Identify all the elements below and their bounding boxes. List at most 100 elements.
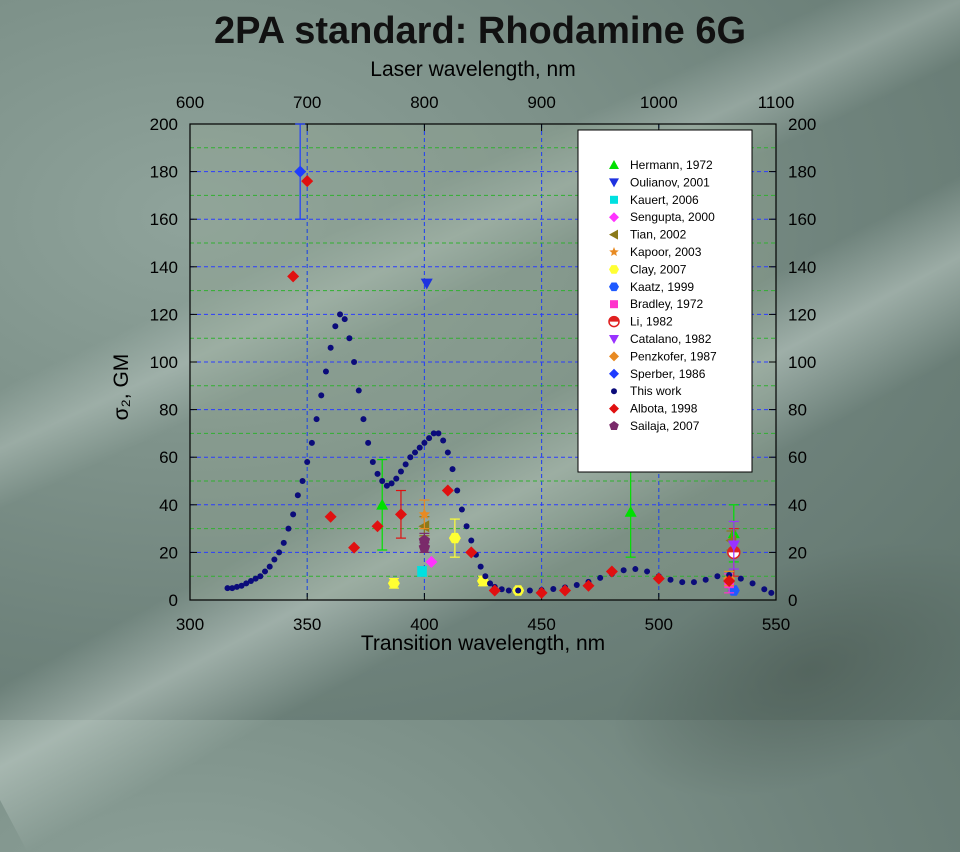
legend-marker xyxy=(609,265,619,274)
data-point xyxy=(482,573,489,580)
data-point xyxy=(393,475,400,482)
legend-label: Catalano, 1982 xyxy=(630,332,712,346)
chart: 300 350 400 450 500 550 600 700 800 900 1000 1100 0 0… xyxy=(110,58,816,655)
y2-tick-label: 60 xyxy=(788,448,807,467)
data-point xyxy=(224,585,231,592)
legend-marker xyxy=(609,282,619,292)
legend-item: This work xyxy=(611,384,682,398)
data-point xyxy=(247,577,254,584)
legend-label: Hermann, 1972 xyxy=(630,158,713,172)
series-sailaja-2007 xyxy=(418,532,431,554)
y2-tick-label: 0 xyxy=(788,591,797,610)
x-axis-title: Transition wavelength, nm xyxy=(361,632,605,655)
data-point xyxy=(252,575,259,582)
data-point xyxy=(337,311,344,318)
series-sengupta-2000 xyxy=(425,555,438,568)
data-point xyxy=(418,508,431,520)
data-point xyxy=(505,587,512,594)
data-point xyxy=(418,541,431,553)
data-point xyxy=(294,165,307,178)
data-point xyxy=(327,344,334,351)
data-point xyxy=(233,583,240,590)
data-point xyxy=(394,508,407,521)
legend-item: Sperber, 1986 xyxy=(609,367,706,381)
data-point xyxy=(723,574,736,587)
x-tick-label: 450 xyxy=(527,615,555,634)
data-point xyxy=(463,523,470,530)
y-tick-label: 100 xyxy=(150,353,178,372)
data-point xyxy=(322,368,329,375)
data-point xyxy=(243,580,250,587)
y-tick-label: 80 xyxy=(159,401,178,420)
data-point xyxy=(487,580,494,587)
y-tick-label: 60 xyxy=(159,448,178,467)
data-point xyxy=(468,537,475,544)
legend-label: Tian, 2002 xyxy=(630,228,687,242)
legend-item: Hermann, 1972 xyxy=(609,158,713,172)
legend-item: Catalano, 1982 xyxy=(609,332,712,346)
data-point xyxy=(632,566,639,573)
y2-tick-label: 180 xyxy=(788,163,816,182)
data-point xyxy=(605,565,618,578)
data-point xyxy=(454,487,461,494)
legend-marker xyxy=(609,316,619,322)
legend-label: Sperber, 1986 xyxy=(630,367,706,381)
data-point xyxy=(624,505,637,517)
x2-tick-label: 600 xyxy=(176,93,204,112)
data-point xyxy=(535,586,548,599)
y2-tick-label: 160 xyxy=(788,210,816,229)
data-point xyxy=(644,568,651,575)
data-point xyxy=(573,582,580,589)
data-point xyxy=(371,520,384,533)
data-point xyxy=(768,589,775,596)
data-point xyxy=(294,492,301,499)
legend-marker xyxy=(609,247,619,256)
legend-label: Kaatz, 1999 xyxy=(630,280,694,294)
y-tick-label: 200 xyxy=(150,115,178,134)
data-point xyxy=(388,480,395,487)
data-point xyxy=(417,566,427,577)
x2-tick-label: 1000 xyxy=(640,93,678,112)
data-point xyxy=(526,587,533,594)
data-point xyxy=(582,579,595,592)
x2-tick-label: 1100 xyxy=(758,93,795,112)
data-point xyxy=(276,549,283,556)
data-point xyxy=(308,439,315,446)
x-tick-label: 500 xyxy=(645,615,673,634)
series-albota-1998 xyxy=(287,175,736,599)
legend-item: Albota, 1998 xyxy=(609,402,698,416)
x2-axis-title: Laser wavelength, nm xyxy=(370,58,575,81)
data-point xyxy=(301,175,314,188)
y-tick-label: 0 xyxy=(169,591,178,610)
y2-tick-label: 120 xyxy=(788,305,816,324)
data-point xyxy=(420,278,433,290)
data-point xyxy=(374,470,381,477)
data-point xyxy=(440,437,447,444)
series-kapoor-2003 xyxy=(418,499,431,530)
data-point xyxy=(360,416,367,423)
legend-item: Penzkofer, 1987 xyxy=(609,349,717,363)
legend-marker xyxy=(611,388,617,395)
y-tick-label: 120 xyxy=(150,305,178,324)
y-tick-label: 160 xyxy=(150,210,178,229)
data-point xyxy=(407,454,414,461)
data-point xyxy=(421,439,428,446)
data-point xyxy=(402,461,409,468)
legend-item: Tian, 2002 xyxy=(609,228,687,242)
data-point xyxy=(737,575,744,582)
series-catalano-1982 xyxy=(727,520,740,570)
data-point xyxy=(299,478,306,484)
data-point xyxy=(488,584,501,597)
y2-tick-label: 40 xyxy=(788,496,807,515)
x-tick-label: 350 xyxy=(293,615,321,634)
legend-label: Oulianov, 2001 xyxy=(630,175,710,189)
y-tick-label: 20 xyxy=(159,543,178,562)
data-point xyxy=(690,579,697,586)
data-point xyxy=(238,582,245,589)
legend-marker xyxy=(609,212,619,223)
data-point xyxy=(346,335,353,342)
data-point xyxy=(412,449,419,456)
legend-marker xyxy=(609,368,619,379)
data-point xyxy=(397,468,404,475)
data-point xyxy=(444,449,451,456)
